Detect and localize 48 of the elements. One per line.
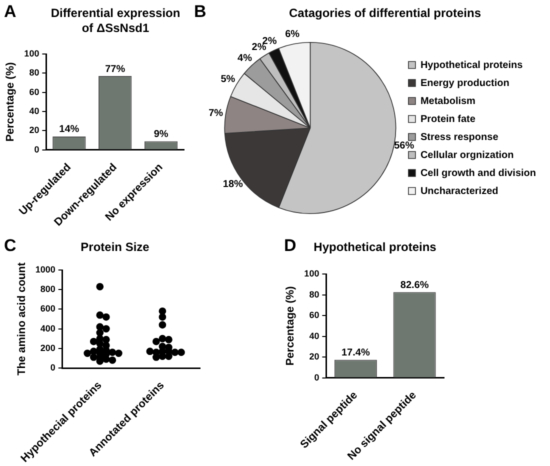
- data-label: 77%: [105, 64, 126, 75]
- data-label: 56%: [394, 140, 414, 152]
- data-label: 9%: [154, 129, 168, 140]
- legend-label: Metabolism: [420, 96, 476, 107]
- data-label: 5%: [220, 74, 236, 86]
- chart-title: Hypothetical proteins: [312, 240, 438, 255]
- data-label: 7%: [208, 108, 224, 119]
- y-tick-label: 80: [29, 68, 40, 78]
- chart-title: Protein Size: [80, 240, 150, 255]
- y-axis-title: Percentage (%): [4, 62, 17, 142]
- data-label: 4%: [238, 53, 252, 64]
- chart-title: Catagories of differential proteins: [288, 6, 482, 21]
- y-tick-label: 60: [29, 86, 40, 97]
- y-tick-label: 0: [50, 362, 56, 372]
- legend-label: Hypothetical proteins: [420, 60, 524, 71]
- legend-label: Protein fate: [420, 114, 476, 125]
- legend-label: Cell growth and division: [420, 168, 536, 179]
- y-tick-label: 20: [309, 352, 320, 362]
- legend-label: Cellular orgnization: [420, 150, 514, 161]
- data-label: 18%: [222, 178, 243, 190]
- y-tick-label: 0: [34, 144, 40, 154]
- data-label: 14%: [59, 124, 80, 136]
- y-tick-label: 600: [40, 304, 56, 314]
- y-axis-title: The amino acid count: [16, 262, 28, 376]
- y-tick-label: 60: [309, 310, 320, 320]
- text: D: [284, 236, 296, 256]
- y-axis-title: Percentage (%): [284, 286, 297, 366]
- y-tick-label: 0: [314, 372, 320, 382]
- y-tick-label: 800: [40, 284, 56, 294]
- legend-label: Energy production: [420, 78, 510, 89]
- data-label: 82.6%: [400, 280, 429, 291]
- text: A: [4, 2, 16, 22]
- y-tick-label: 40: [309, 330, 320, 341]
- y-tick-label: 20: [29, 125, 40, 136]
- legend-label: Stress response: [420, 132, 499, 143]
- data-label: 17.4%: [341, 348, 370, 359]
- legend-label: Uncharacterized: [420, 186, 498, 197]
- y-tick-label: 40: [29, 106, 40, 116]
- y-tick-label: 100: [24, 48, 40, 58]
- chart-title: Differential expression of ΔSsNsd1: [50, 6, 182, 36]
- text: C: [4, 236, 16, 256]
- data-label: 6%: [285, 28, 300, 40]
- text: B: [194, 2, 206, 22]
- y-tick-label: 200: [40, 342, 56, 353]
- y-tick-label: 80: [309, 289, 320, 300]
- y-tick-label: 400: [40, 323, 56, 334]
- y-tick-label: 1000: [35, 264, 56, 274]
- y-tick-label: 100: [304, 268, 320, 278]
